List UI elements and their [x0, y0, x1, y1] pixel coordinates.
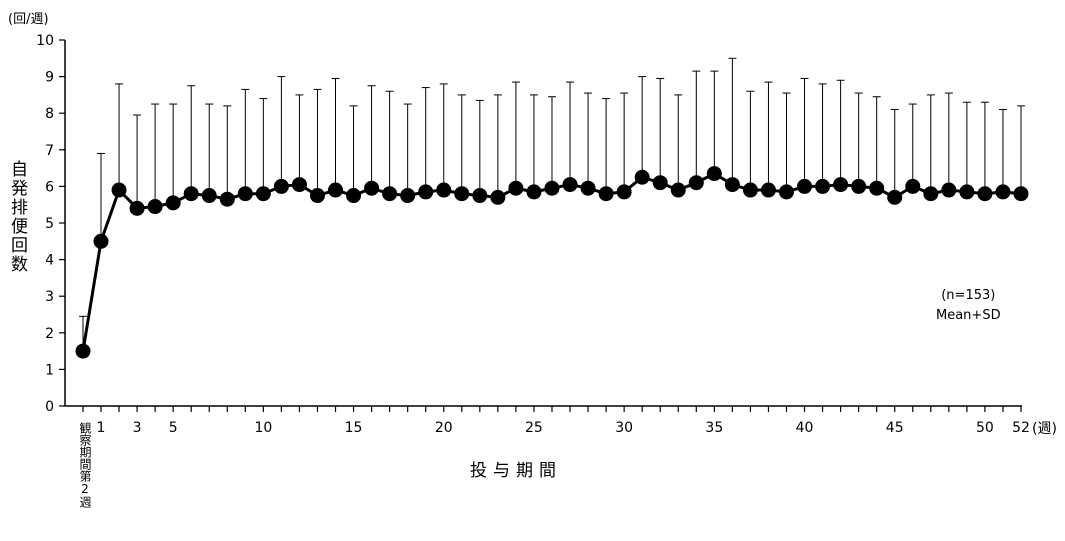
data-points	[75, 166, 1029, 359]
y-tick-label: 5	[45, 216, 54, 232]
data-point	[995, 184, 1011, 200]
data-point	[490, 189, 506, 205]
y-axis-unit: (回/週)	[8, 12, 49, 27]
data-point	[255, 186, 271, 202]
data-point	[237, 186, 253, 202]
y-tick-label: 9	[45, 70, 54, 86]
x-tick-label: 3	[133, 420, 142, 436]
stat-label: Mean+SD	[936, 308, 1001, 323]
data-point	[291, 177, 307, 193]
data-point	[1013, 186, 1029, 202]
data-point	[580, 180, 596, 196]
data-point	[959, 184, 975, 200]
data-point	[508, 180, 524, 196]
data-point	[472, 188, 488, 204]
data-point	[670, 182, 686, 198]
data-point	[598, 186, 614, 202]
sample-note: (n=153) Mean+SD	[936, 286, 1001, 326]
y-tick-label: 6	[45, 179, 54, 195]
x-tick-label: 15	[345, 420, 363, 436]
data-point	[328, 182, 344, 198]
data-point	[760, 182, 776, 198]
data-point	[851, 178, 867, 194]
data-point	[201, 188, 217, 204]
data-point	[454, 186, 470, 202]
data-point	[652, 175, 668, 191]
data-point	[418, 184, 434, 200]
data-point	[833, 177, 849, 193]
x-tick-label: 1	[97, 420, 106, 436]
sample-size: (n=153)	[941, 288, 996, 303]
data-point	[706, 166, 722, 182]
data-point	[941, 182, 957, 198]
data-point	[977, 186, 993, 202]
baseline-tick-label: 観察期間第2週	[78, 422, 92, 508]
data-point	[887, 189, 903, 205]
data-point	[634, 169, 650, 185]
x-tick-label: 30	[615, 420, 633, 436]
y-tick-label: 1	[45, 362, 54, 378]
data-point	[93, 233, 109, 249]
y-tick-label: 4	[45, 253, 54, 269]
data-point	[165, 195, 181, 211]
x-axis-unit: (週)	[1032, 421, 1057, 437]
y-tick-label: 3	[45, 289, 54, 305]
y-tick-label: 7	[45, 143, 54, 159]
data-point	[815, 178, 831, 194]
y-tick-label: 2	[45, 326, 54, 342]
data-point	[147, 199, 163, 215]
y-tick-label: 8	[45, 106, 54, 122]
data-point	[436, 182, 452, 198]
data-point	[183, 186, 199, 202]
data-point	[273, 178, 289, 194]
data-point	[869, 180, 885, 196]
data-point	[382, 186, 398, 202]
data-point	[905, 178, 921, 194]
x-tick-label: 25	[525, 420, 543, 436]
data-point	[526, 184, 542, 200]
x-tick-label: 45	[886, 420, 904, 436]
data-point	[616, 184, 632, 200]
data-point	[219, 191, 235, 207]
x-tick-label: 52	[1012, 420, 1030, 436]
data-point	[309, 188, 325, 204]
x-tick-label: 5	[169, 420, 178, 436]
data-point	[400, 188, 416, 204]
y-axis-label: 自発排便回数	[7, 160, 27, 274]
data-point	[111, 182, 127, 198]
data-point	[688, 175, 704, 191]
error-bars	[79, 57, 1025, 352]
y-tick-label: 10	[36, 33, 54, 49]
x-tick-label: 50	[976, 420, 994, 436]
data-point	[778, 184, 794, 200]
x-tick-label: 35	[705, 420, 723, 436]
x-axis-label: 投与期間	[470, 461, 562, 481]
data-point	[75, 343, 91, 359]
data-point	[797, 178, 813, 194]
data-point	[742, 182, 758, 198]
data-point	[544, 180, 560, 196]
data-point	[724, 177, 740, 193]
y-tick-label: 0	[45, 399, 54, 415]
x-tick-label: 10	[254, 420, 272, 436]
x-tick-label: 40	[796, 420, 814, 436]
data-point	[364, 180, 380, 196]
data-point	[923, 186, 939, 202]
x-tick-label: 20	[435, 420, 453, 436]
data-point	[129, 200, 145, 216]
data-point	[346, 188, 362, 204]
data-point	[562, 177, 578, 193]
